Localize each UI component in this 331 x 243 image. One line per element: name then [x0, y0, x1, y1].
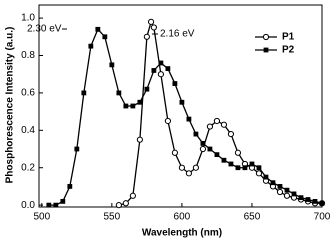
data-point [193, 131, 199, 137]
data-point [298, 195, 304, 201]
data-point [192, 164, 200, 171]
data-point [207, 146, 213, 152]
data-point [81, 90, 87, 96]
data-point [130, 103, 136, 109]
data-point [165, 66, 171, 71]
data-point [291, 191, 297, 197]
data-point [136, 136, 143, 143]
data-point [95, 26, 101, 32]
y-tick-label: 0.4 [21, 125, 35, 136]
data-point [319, 200, 325, 206]
legend-marker [262, 33, 270, 41]
data-point [235, 165, 241, 171]
data-point [74, 146, 80, 152]
data-point [213, 117, 221, 125]
data-point [143, 33, 150, 40]
annotation: 2.16 eV [160, 29, 195, 40]
data-point [172, 81, 178, 86]
data-point [206, 123, 214, 130]
data-point [144, 86, 150, 92]
series-line [48, 28, 323, 206]
data-point [242, 165, 248, 171]
legend-label: P2 [282, 45, 295, 56]
data-point [199, 145, 207, 153]
data-point [276, 188, 284, 196]
data-point [151, 68, 157, 73]
data-point [171, 149, 178, 156]
data-point [109, 62, 115, 68]
data-point [67, 184, 73, 189]
y-tick-label: 0.0 [21, 200, 35, 211]
data-point [277, 184, 283, 189]
x-tick-label: 500 [33, 212, 50, 223]
data-point [123, 103, 129, 109]
x-axis-label: Wavelength (nm) [142, 228, 222, 239]
data-point [186, 116, 192, 122]
x-tick-label: 650 [244, 212, 261, 223]
x-tick-label: 600 [174, 212, 191, 223]
data-point [227, 130, 235, 138]
y-axis-label: Phosphorescence Intensity (a.u.) [5, 27, 16, 184]
data-point [102, 34, 108, 40]
data-point [221, 157, 227, 163]
data-point [305, 197, 311, 202]
y-tick-label: 0.8 [21, 50, 35, 61]
plot-frame [38, 4, 323, 208]
data-point [220, 121, 228, 128]
data-point [249, 161, 255, 167]
data-point [158, 60, 164, 66]
data-point [256, 165, 262, 171]
data-point [255, 170, 263, 177]
data-point [129, 192, 136, 199]
data-point [284, 187, 290, 193]
data-point [185, 170, 193, 177]
legend-label: P1 [282, 32, 295, 43]
data-point [122, 200, 129, 207]
y-tick-label: 0.6 [21, 88, 35, 99]
data-point [228, 161, 234, 167]
data-point [115, 202, 122, 209]
y-tick-label: 1.0 [21, 13, 35, 24]
data-point [263, 174, 269, 180]
data-point [88, 43, 94, 49]
data-point [150, 24, 157, 31]
data-point [164, 117, 171, 125]
annotation: 2.30 eV [27, 24, 62, 35]
data-point [178, 164, 186, 171]
x-tick-label: 700 [314, 212, 331, 223]
data-point [116, 90, 122, 96]
data-point [283, 192, 291, 199]
data-point [200, 141, 206, 146]
data-point [137, 99, 143, 105]
data-point [53, 202, 59, 208]
data-point [270, 180, 276, 186]
y-tick-label: 0.2 [21, 162, 35, 173]
x-tick-label: 550 [104, 212, 121, 223]
data-point [147, 18, 155, 25]
data-point [312, 198, 318, 204]
data-point [234, 149, 242, 156]
data-point [214, 152, 220, 158]
data-point [179, 99, 185, 105]
data-point [46, 202, 52, 208]
legend-marker [263, 47, 269, 53]
data-point [60, 198, 66, 204]
data-point [157, 71, 164, 78]
